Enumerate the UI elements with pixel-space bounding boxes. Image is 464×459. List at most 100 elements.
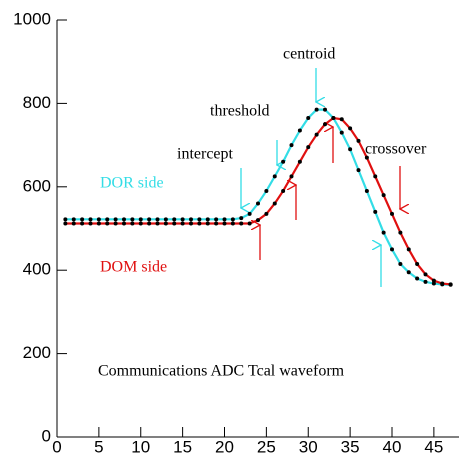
data-point [96, 217, 101, 222]
annotation: centroid [283, 46, 335, 63]
data-point [214, 217, 219, 222]
data-point [356, 168, 361, 173]
subtitle: Communications ADC Tcal waveform [98, 363, 345, 380]
data-point [381, 193, 386, 198]
data-point [398, 261, 403, 266]
data-point [306, 115, 311, 120]
data-point [63, 217, 68, 222]
data-point [230, 217, 235, 222]
data-point [172, 221, 177, 226]
data-point [297, 128, 302, 133]
data-point [314, 107, 319, 112]
annotation: crossover [365, 141, 427, 158]
data-point [96, 221, 101, 226]
data-point [147, 221, 152, 226]
data-point [423, 279, 428, 284]
data-point [172, 217, 177, 222]
data-point [239, 221, 244, 226]
data-point [423, 272, 428, 277]
x-tick-label: 25 [257, 437, 276, 456]
x-tick-label: 5 [94, 437, 103, 456]
data-point [222, 221, 227, 226]
data-point [431, 278, 436, 283]
data-point [180, 221, 185, 226]
data-point [256, 201, 260, 206]
arrows [241, 68, 400, 287]
data-point [373, 209, 378, 214]
data-point [390, 247, 394, 252]
data-point [230, 221, 235, 226]
data-point [281, 188, 286, 193]
data-point [431, 281, 436, 286]
data-point [138, 217, 143, 222]
data-point [323, 122, 327, 127]
data-point [163, 221, 168, 226]
data-point [197, 217, 202, 222]
x-tick-label: 20 [215, 437, 234, 456]
data-point [323, 107, 327, 112]
data-point [71, 217, 76, 222]
data-point [314, 132, 319, 137]
data-point [415, 261, 420, 266]
data-point [256, 218, 260, 223]
data-point [440, 281, 445, 286]
data-point [406, 247, 411, 252]
data-point [163, 217, 168, 222]
y-tick-label: 400 [23, 260, 51, 279]
x-tick-label: 10 [131, 437, 150, 456]
data-point [297, 159, 302, 164]
data-point [197, 221, 202, 226]
data-point [122, 217, 126, 222]
data-point [113, 221, 118, 226]
data-point [138, 221, 143, 226]
data-point [63, 221, 68, 226]
data-point [189, 217, 193, 222]
data-point [189, 221, 193, 226]
data-point [130, 221, 135, 226]
data-point [239, 216, 244, 221]
data-point [289, 174, 294, 179]
data-point [390, 211, 394, 216]
x-tick-label: 35 [341, 437, 360, 456]
data-point [80, 221, 85, 226]
data-point [122, 221, 126, 226]
data-point [264, 188, 269, 193]
data-point [348, 126, 353, 131]
data-point [88, 217, 93, 222]
data-point [348, 147, 353, 152]
data-point [289, 143, 294, 148]
data-point [147, 217, 152, 222]
y-tick-label: 200 [23, 343, 51, 362]
annotation: threshold [210, 103, 270, 120]
data-point [406, 270, 411, 275]
data-point [80, 217, 85, 222]
x-tick-label: 15 [173, 437, 192, 456]
legend-label: DOR side [100, 175, 164, 192]
data-point [205, 221, 210, 226]
data-point [364, 155, 369, 160]
data-point [356, 138, 361, 143]
data-point [306, 145, 311, 150]
data-point [448, 282, 453, 287]
y-tick-label: 800 [23, 93, 51, 112]
data-point [155, 221, 160, 226]
data-point [130, 217, 135, 222]
legend-label: DOM side [100, 259, 167, 276]
data-point [331, 115, 336, 120]
data-point [364, 188, 369, 193]
data-point [339, 117, 344, 122]
x-tick-label: 40 [383, 437, 402, 456]
data-point [105, 217, 110, 222]
data-point [272, 201, 277, 206]
data-point [214, 221, 219, 226]
data-point [281, 159, 286, 164]
x-tick-label: 30 [299, 437, 318, 456]
data-point [155, 217, 160, 222]
data-point [373, 174, 378, 179]
y-tick-label: 600 [23, 176, 51, 195]
y-tick-label: 1000 [13, 9, 51, 28]
data-point [113, 217, 118, 222]
data-point [205, 217, 210, 222]
data-point [415, 276, 420, 281]
